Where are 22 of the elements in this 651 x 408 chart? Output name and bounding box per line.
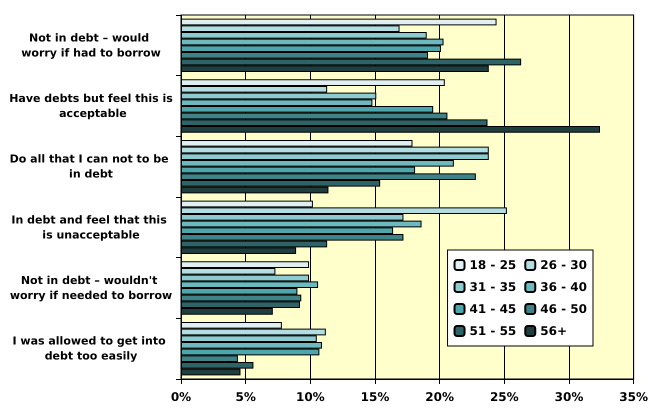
legend-label: 26 - 30	[540, 258, 587, 272]
legend-label: 41 - 45	[470, 302, 516, 316]
legend-label: 56+	[540, 324, 568, 338]
legend-label: 36 - 40	[540, 280, 587, 294]
x-tick-label: 15%	[360, 390, 390, 404]
y-tick-label: In debt and feel that this is unacceptable	[11, 213, 171, 242]
y-tick-label: Have debts but feel this is acceptable	[9, 92, 174, 120]
x-tick-label: 25%	[490, 390, 519, 404]
x-tick-label: 0%	[170, 390, 192, 404]
x-tick-label: 5%	[235, 390, 256, 404]
legend-label: 18 - 25	[470, 258, 516, 272]
y-tick-label: Do all that I can not to be in debt	[10, 152, 172, 181]
y-tick-label: I was allowed to get into debt too easily	[12, 334, 170, 363]
y-tick-label: Not in debt – wouldn't worry if needed to borrow	[10, 274, 172, 302]
x-tick-label: 20%	[425, 390, 454, 404]
legend-label: 46 - 50	[540, 302, 587, 316]
y-tick-label: Not in debt – would worry if had to borrow	[21, 31, 161, 60]
legend-label: 51 - 55	[470, 324, 516, 338]
x-tick-label: 35%	[619, 390, 648, 404]
x-tick-label: 30%	[554, 390, 584, 404]
x-tick-label: 10%	[296, 390, 325, 404]
legend-label: 31 - 35	[470, 280, 516, 294]
